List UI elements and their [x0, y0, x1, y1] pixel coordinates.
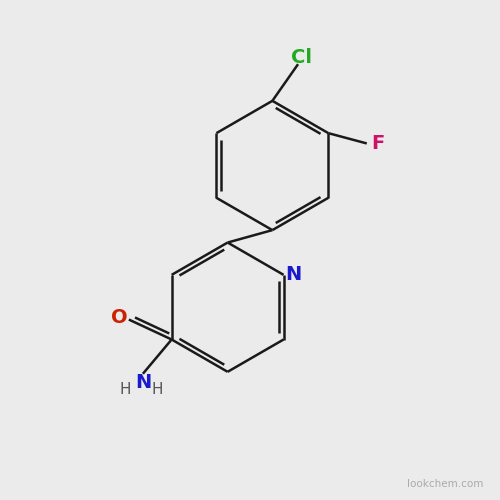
Text: lookchem.com: lookchem.com	[408, 478, 484, 488]
Text: F: F	[371, 134, 384, 153]
Text: Cl: Cl	[291, 48, 312, 67]
Text: H: H	[120, 382, 131, 397]
Text: O: O	[110, 308, 127, 326]
Text: H: H	[151, 382, 162, 397]
Text: N: N	[135, 372, 151, 392]
Text: N: N	[286, 266, 302, 284]
